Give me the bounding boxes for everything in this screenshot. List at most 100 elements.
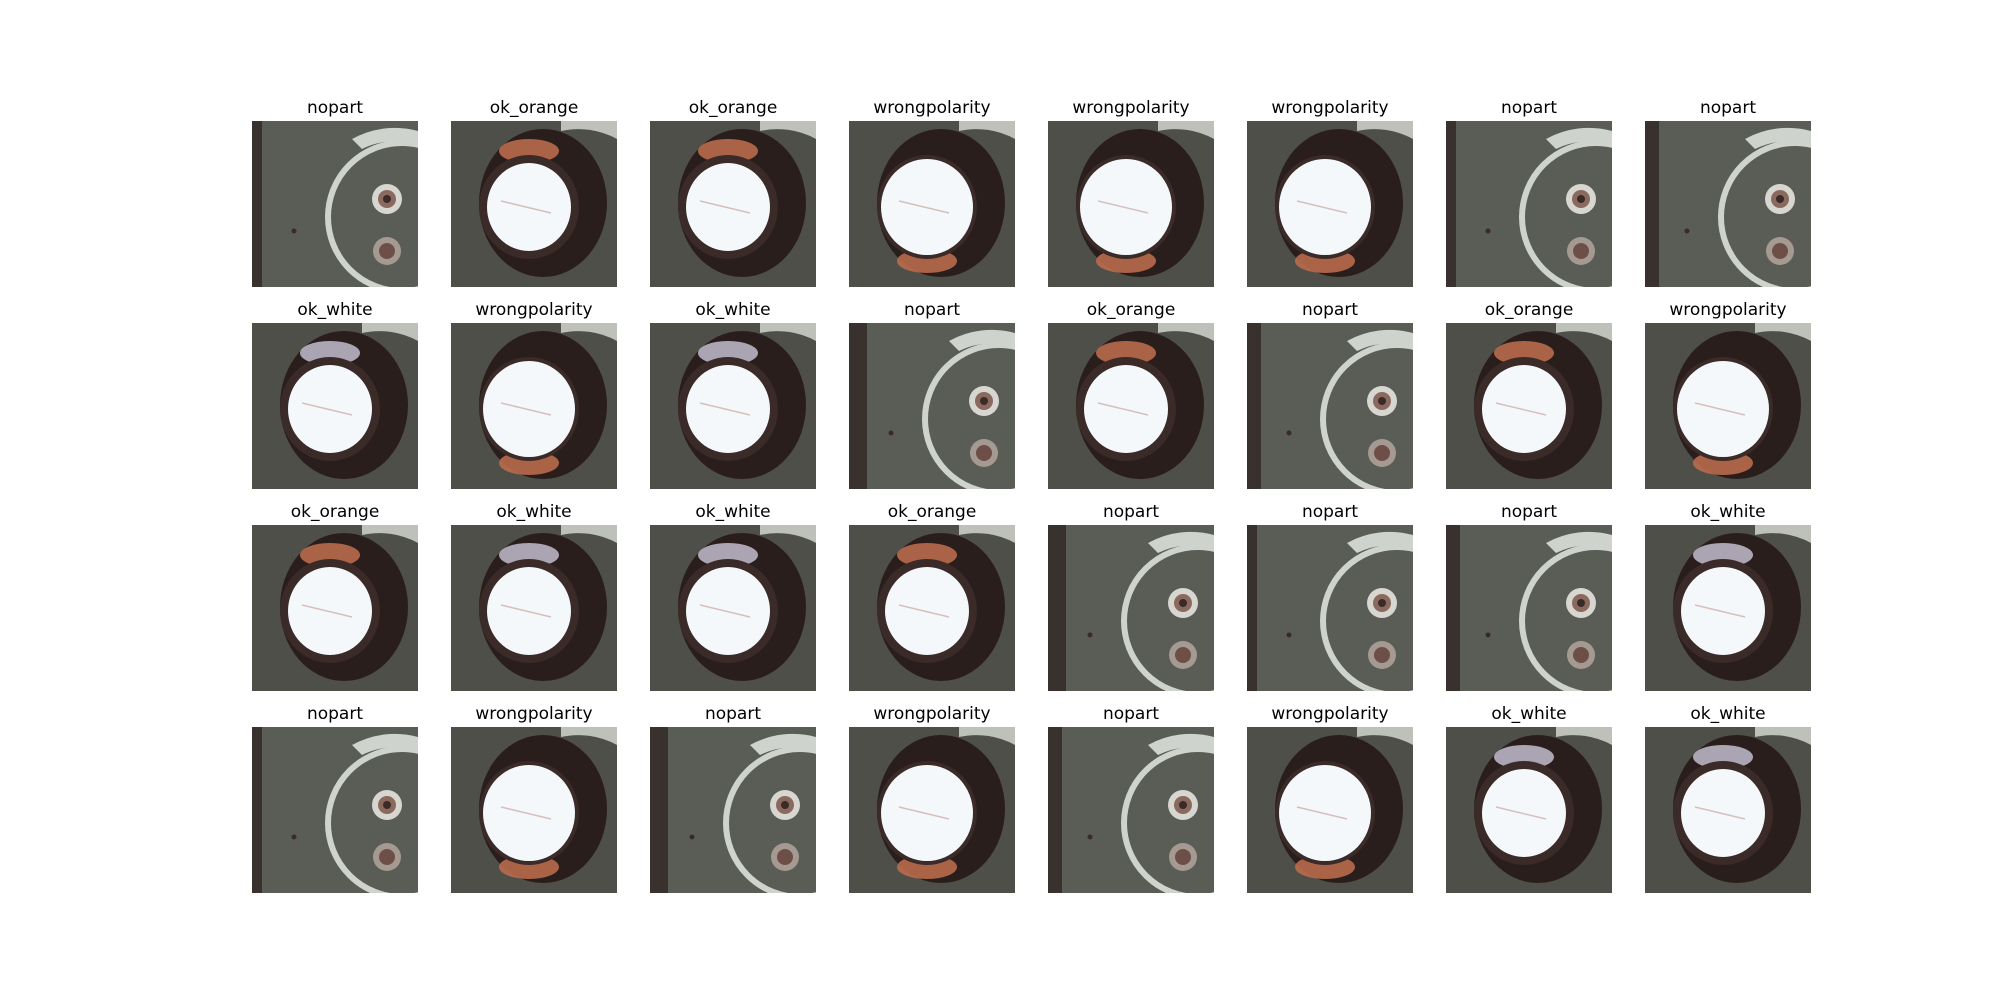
thumbnail-label: wrongpolarity [873, 704, 991, 724]
thumbnail-cell: wrongpolarity [451, 299, 617, 489]
thumbnail-label: nopart [1500, 502, 1558, 522]
board-edge [252, 121, 262, 287]
silkscreen-edge [561, 323, 617, 341]
via-dot [1087, 632, 1093, 638]
board-edge [1247, 323, 1261, 489]
thumbnail-label: nopart [1102, 704, 1160, 724]
thumbnail-label: ok_orange [688, 98, 778, 118]
silkscreen-polarity-mark [1148, 531, 1214, 553]
silkscreen-edge [561, 121, 617, 139]
vent-score [1495, 402, 1547, 416]
thumbnail-label: ok_white [297, 300, 373, 320]
capacitor-photo [650, 727, 816, 893]
capacitor-photo [849, 727, 1015, 893]
thumbnail-label: nopart [306, 704, 364, 724]
via-dot [1286, 430, 1292, 436]
thumbnail-label: ok_white [1491, 704, 1567, 724]
thumbnail-cell: wrongpolarity [849, 97, 1015, 287]
thumbnail-cell: ok_white [1446, 703, 1612, 893]
vent-score [1694, 806, 1746, 820]
thumbnail-cell: nopart [650, 703, 816, 893]
capacitor-photo [451, 121, 617, 287]
thumbnail-cell: nopart [1048, 501, 1214, 691]
capacitor-sleeve-mark [300, 341, 360, 365]
capacitor-photo [252, 525, 418, 691]
via-dot [291, 228, 297, 234]
capacitor-photo [252, 121, 418, 287]
pad-lower-hole [1374, 647, 1390, 663]
pad-upper-drill [1378, 599, 1386, 607]
thumbnail-cell: nopart [1247, 299, 1413, 489]
thumbnail-label: nopart [903, 300, 961, 320]
board-edge [849, 323, 867, 489]
pad-lower-hole [1175, 647, 1191, 663]
thumbnail-cell: ok_orange [1446, 299, 1612, 489]
capacitor-photo [1645, 323, 1811, 489]
silkscreen-ring [1320, 544, 1413, 691]
capacitor-sleeve-mark [1494, 341, 1554, 365]
silkscreen-ring [922, 342, 1015, 489]
vent-score [1495, 806, 1547, 820]
vent-score [1296, 200, 1348, 214]
capacitor-photo [252, 323, 418, 489]
vent-score [500, 604, 552, 618]
pad-lower-hole [1573, 647, 1589, 663]
pad-upper-drill [1179, 801, 1187, 809]
capacitor-photo [1048, 121, 1214, 287]
thumbnail-cell: nopart [1645, 97, 1811, 287]
silkscreen-ring [1320, 342, 1413, 489]
pad-lower-hole [1772, 243, 1788, 259]
thumbnail-cell: wrongpolarity [451, 703, 617, 893]
capacitor-sleeve-mark [698, 139, 758, 163]
thumbnail-label: ok_orange [887, 502, 977, 522]
thumbnail-label: nopart [1301, 502, 1359, 522]
thumbnail-cell: nopart [1446, 97, 1612, 287]
capacitor-photo [650, 121, 816, 287]
pad-upper-drill [1577, 195, 1585, 203]
silkscreen-polarity-mark [1148, 733, 1214, 755]
thumbnail-label: ok_orange [290, 502, 380, 522]
thumbnail-label: ok_white [496, 502, 572, 522]
silkscreen-edge [561, 727, 617, 745]
silkscreen-edge [1556, 323, 1612, 341]
pad-lower-hole [1175, 849, 1191, 865]
vent-score [699, 200, 751, 214]
pad-upper-drill [1378, 397, 1386, 405]
thumbnail-cell: nopart [849, 299, 1015, 489]
silkscreen-edge [1755, 525, 1811, 543]
thumbnail-label: nopart [1102, 502, 1160, 522]
silkscreen-polarity-mark [1546, 127, 1612, 149]
board-edge [1645, 121, 1659, 287]
silkscreen-polarity-mark [1347, 531, 1413, 553]
silkscreen-ring [723, 746, 816, 893]
silkscreen-polarity-mark [1546, 531, 1612, 553]
board-edge [1247, 525, 1257, 691]
capacitor-photo [1446, 121, 1612, 287]
via-dot [1485, 632, 1491, 638]
silkscreen-polarity-mark [352, 733, 418, 755]
thumbnail-label: wrongpolarity [1271, 98, 1389, 118]
vent-score [1097, 402, 1149, 416]
capacitor-sleeve-mark [499, 543, 559, 567]
silkscreen-polarity-mark [1745, 127, 1811, 149]
silkscreen-edge [760, 323, 816, 341]
capacitor-photo [849, 323, 1015, 489]
capacitor-photo [849, 121, 1015, 287]
silkscreen-edge [959, 121, 1015, 139]
pad-lower-hole [1374, 445, 1390, 461]
silkscreen-polarity-mark [949, 329, 1015, 351]
silkscreen-edge [760, 525, 816, 543]
silkscreen-edge [1158, 323, 1214, 341]
capacitor-photo [1446, 727, 1612, 893]
silkscreen-edge [362, 323, 418, 341]
thumbnail-label: ok_white [695, 502, 771, 522]
thumbnail-label: wrongpolarity [1669, 300, 1787, 320]
pad-lower-hole [379, 243, 395, 259]
silkscreen-ring [1121, 544, 1214, 691]
capacitor-sleeve-mark [1494, 745, 1554, 769]
via-dot [689, 834, 695, 840]
silkscreen-ring [1519, 140, 1612, 287]
thumbnail-cell: nopart [252, 97, 418, 287]
thumbnail-cell: wrongpolarity [1645, 299, 1811, 489]
thumbnail-cell: ok_white [650, 299, 816, 489]
